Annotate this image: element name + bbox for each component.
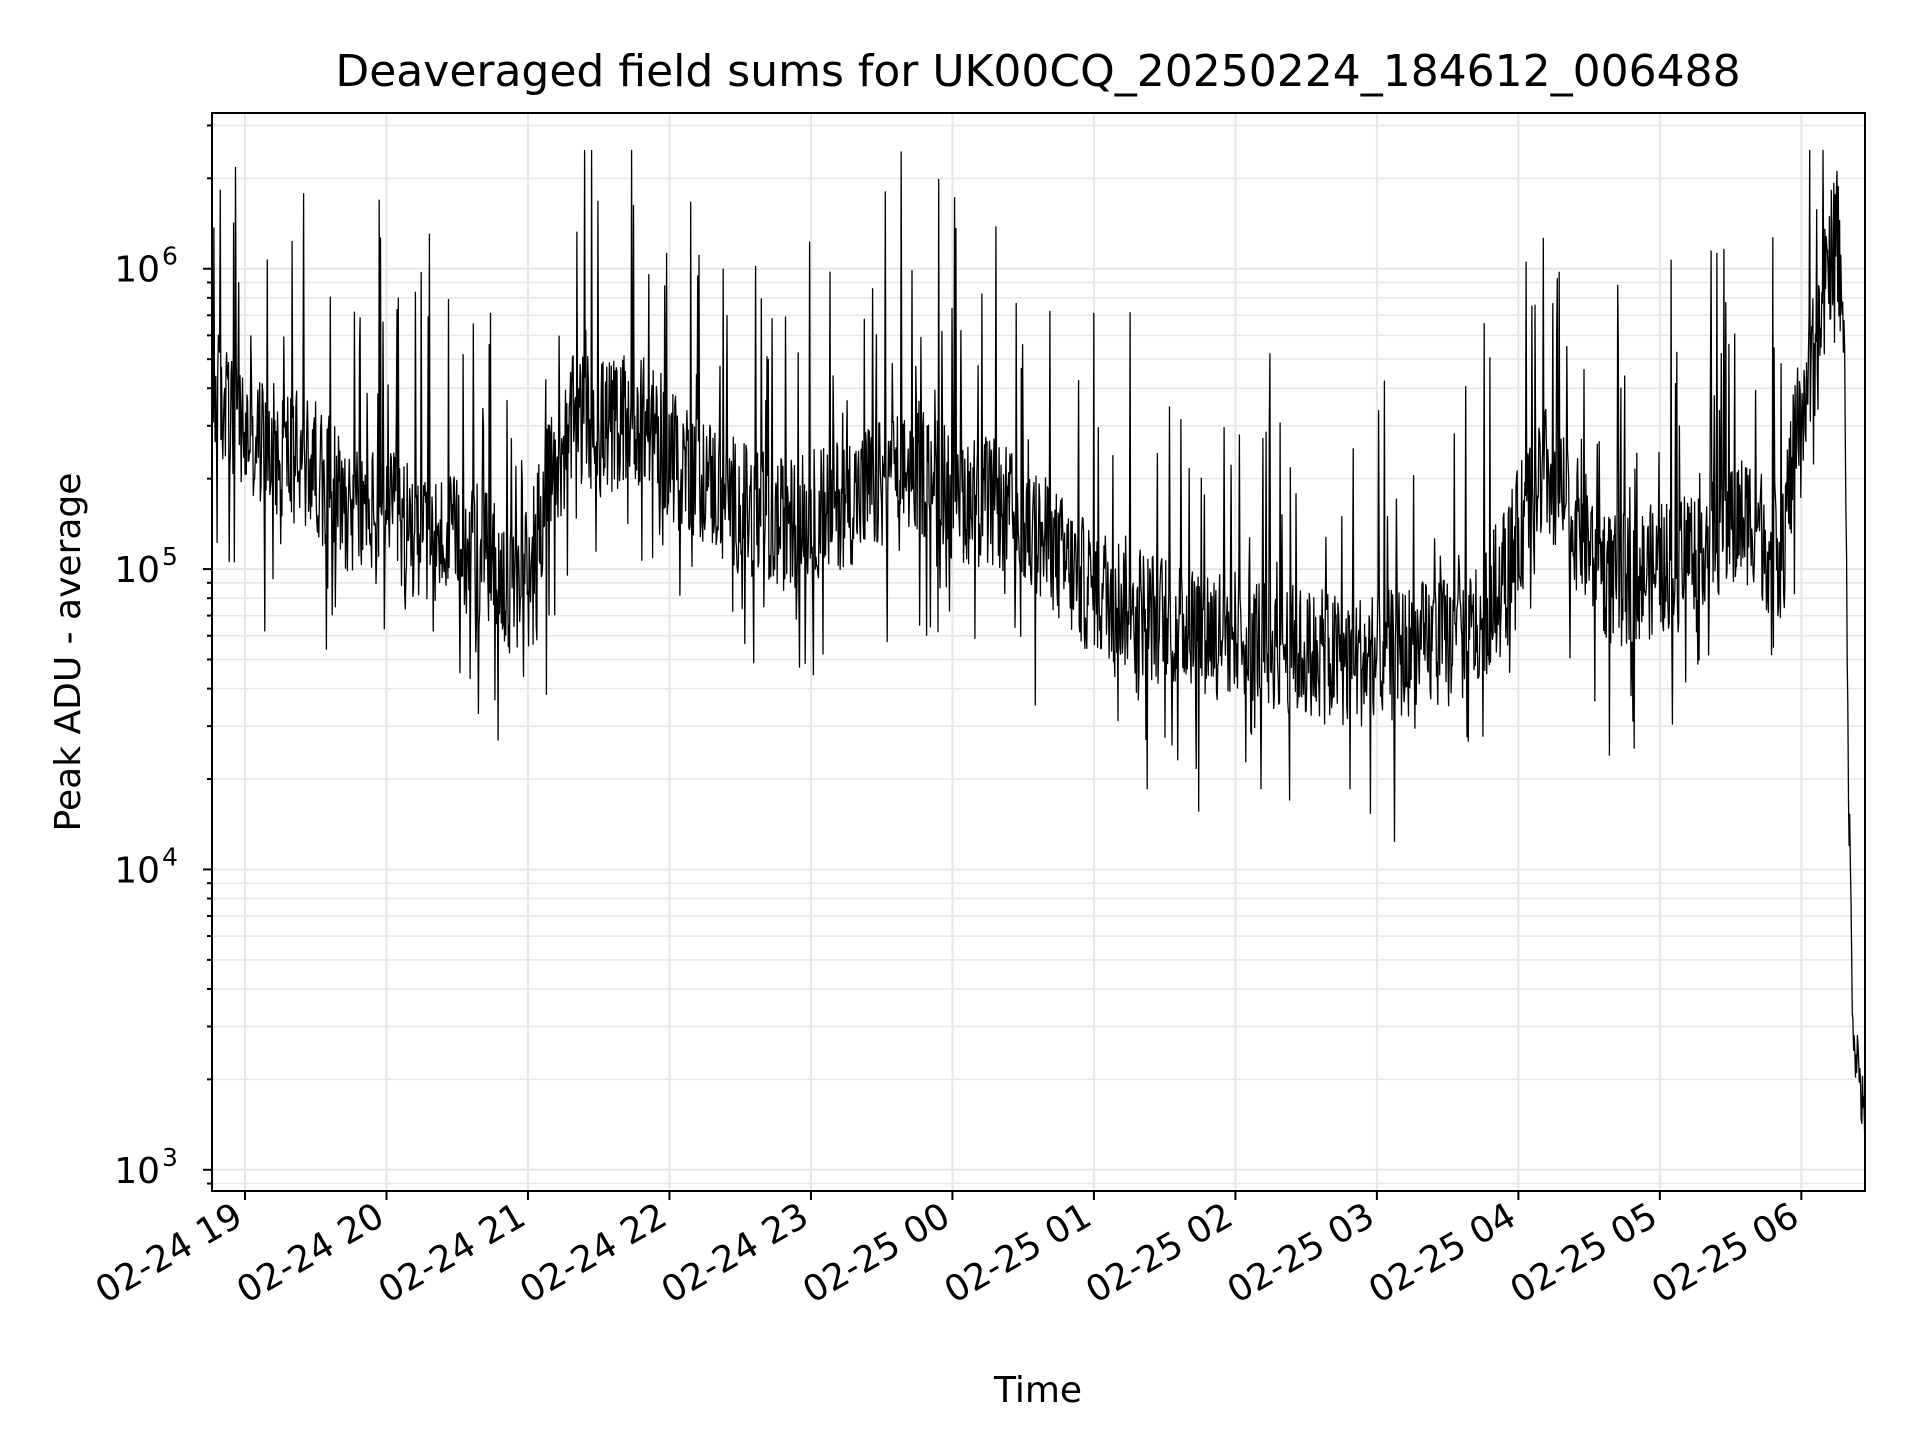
y-axis-label: Peak ADU - average (48, 473, 89, 832)
y-tick-label-exponent: 5 (162, 542, 178, 571)
x-tick-label: 02-25 05 (1504, 1195, 1665, 1311)
x-tick-label: 02-25 06 (1645, 1195, 1806, 1311)
x-tick-label: 02-25 01 (938, 1195, 1099, 1311)
chart-title: Deaveraged field sums for UK00CQ_2025022… (335, 46, 1740, 97)
plot-frame (211, 112, 1866, 1192)
y-tick-label: 10 (114, 250, 160, 291)
series-line (211, 149, 1866, 1157)
x-tick-label: 02-24 23 (655, 1195, 816, 1311)
x-tick-label: 02-24 19 (89, 1195, 250, 1311)
grid-layer (212, 113, 1865, 1191)
x-tick-label: 02-24 20 (230, 1195, 391, 1311)
x-tick-label: 02-25 03 (1221, 1195, 1382, 1311)
x-tick-label: 02-25 04 (1362, 1195, 1523, 1311)
x-axis-label: Time (993, 1370, 1082, 1411)
x-tick-label: 02-24 21 (372, 1195, 533, 1311)
y-tick-label: 10 (114, 550, 160, 591)
y-tick-label: 10 (114, 850, 160, 891)
x-tick-label: 02-24 22 (513, 1195, 674, 1311)
x-tick-label: 02-25 02 (1079, 1195, 1240, 1311)
y-tick-label-exponent: 6 (162, 242, 178, 271)
series-layer (211, 149, 1866, 1157)
y-tick-label-exponent: 3 (162, 1143, 178, 1172)
x-tick-label: 02-25 00 (796, 1195, 957, 1311)
y-tick-label-exponent: 4 (162, 842, 178, 871)
y-tick-label: 10 (114, 1151, 160, 1192)
